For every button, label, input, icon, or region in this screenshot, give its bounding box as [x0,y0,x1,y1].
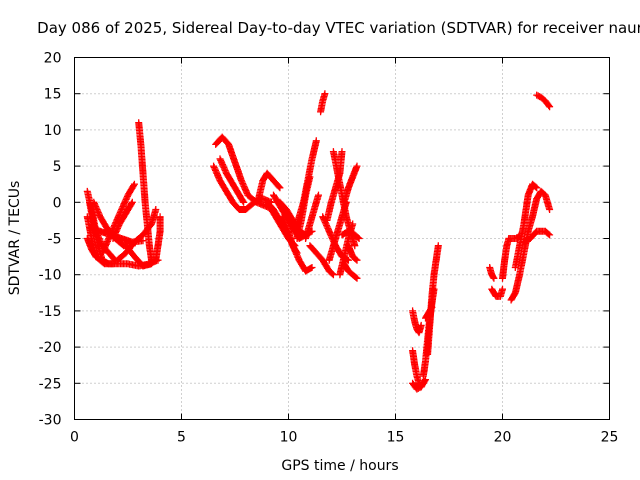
y-tick-labels: -30 -25 -20 -15 -10 -5 0 5 10 15 20 [39,51,62,429]
x-tick-label: 0 [70,430,79,446]
plus-markers [302,191,322,242]
y-tick-label: -30 [39,413,62,429]
plus-markers [306,242,337,279]
x-tick-label: 25 [601,430,619,446]
plus-markers [338,227,363,242]
y-tick-label: 15 [44,87,62,103]
series-trace [302,191,322,242]
series-trace [338,227,363,242]
series-trace [306,242,337,279]
series-trace [122,242,155,270]
y-tick-label: -5 [48,232,62,248]
series-trace [340,260,361,282]
series-trace [152,213,164,264]
plus-markers [422,303,436,322]
series-trace [83,235,100,261]
series-trace [486,264,498,282]
plus-markers [255,169,284,203]
plus-markers [520,227,554,246]
series-trace [507,187,554,304]
series-trace [409,307,425,337]
plus-markers [511,180,541,271]
series-trace [340,162,361,206]
chart-title: Day 086 of 2025, Sidereal Day-to-day VTE… [37,19,640,37]
y-axis-label: SDTVAR / TECUs [7,181,23,296]
plus-markers [486,264,498,282]
series-trace [293,173,314,242]
data-points [83,90,554,393]
plus-markers [278,213,301,257]
series-trace [98,180,138,257]
plus-markers [210,162,275,213]
series-trace [216,155,248,206]
plot-frame [74,57,610,420]
plus-markers [533,91,554,111]
series-trace [344,242,361,264]
y-tick-label: 5 [53,159,62,175]
series-trace [488,285,506,300]
x-tick-label: 15 [387,430,405,446]
x-tick-labels: 0 5 10 15 20 25 [70,430,618,446]
series-trace [499,235,513,282]
y-tick-label: 20 [44,51,62,67]
plus-markers [409,307,425,337]
series-trace [317,90,329,116]
y-tick-label: -25 [39,376,62,392]
plus-markers [135,119,155,264]
x-tick-label: 10 [280,430,298,446]
plus-markers [293,173,314,242]
x-tick-label: 5 [177,430,186,446]
series-trace [422,303,436,322]
plus-markers [83,235,100,261]
plus-markers [212,133,277,213]
plus-markers [340,260,361,282]
series-trace [255,169,284,203]
series-trace [135,119,155,264]
plus-markers [409,376,429,393]
plus-markers [317,90,329,116]
series-trace [109,198,136,242]
x-axis-label: GPS time / hours [281,458,398,474]
y-tick-label: -15 [39,304,62,320]
plus-markers [344,242,361,264]
plus-markers [507,187,554,304]
plus-markers [340,162,361,206]
series-trace [278,213,301,257]
series-trace [520,227,554,246]
plus-markers [122,242,155,270]
plus-markers [109,198,136,242]
y-tick-label: 0 [53,195,62,211]
y-tick-label: -10 [39,268,62,284]
plus-markers [152,213,164,264]
plus-markers [488,285,506,300]
series-trace [409,376,429,393]
y-tick-label: -20 [39,340,62,356]
plus-markers [424,242,442,358]
y-tick-label: 10 [44,123,62,139]
series-trace [212,133,277,213]
series-trace [424,242,442,358]
series-trace [533,91,554,111]
plus-markers [499,235,513,282]
plus-markers [98,180,138,257]
series-trace [511,180,541,271]
plus-markers [216,155,248,206]
series-trace [210,162,275,213]
x-tick-label: 20 [494,430,512,446]
